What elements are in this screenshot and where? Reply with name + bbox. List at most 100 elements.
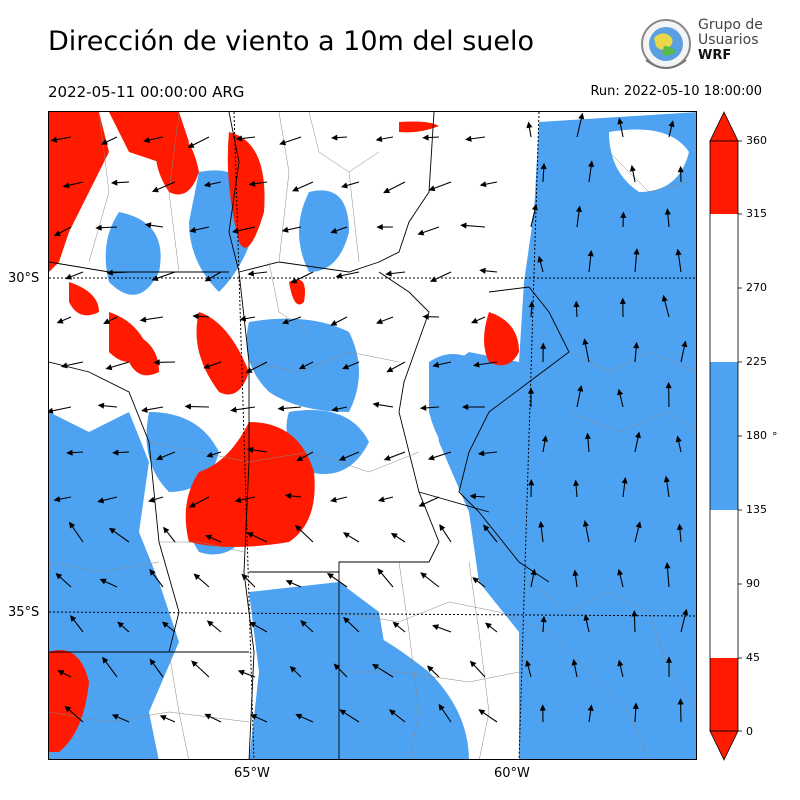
wind-arrow-head bbox=[296, 455, 304, 462]
wind-arrow-head bbox=[438, 703, 445, 711]
wind-arrow-head bbox=[390, 532, 398, 539]
wind-arrow-head bbox=[538, 521, 545, 528]
wind-arrow-head bbox=[342, 532, 350, 539]
wind-arrow-head bbox=[331, 134, 338, 141]
colorbar-bin-225-315 bbox=[710, 214, 738, 362]
wind-arrow-head bbox=[110, 179, 118, 186]
wind-arrow-head bbox=[617, 388, 624, 396]
wind-arrow-head bbox=[231, 227, 239, 234]
wind-arrow-head bbox=[633, 341, 640, 349]
wind-arrow-head bbox=[241, 573, 248, 581]
wind-arrow-head bbox=[388, 709, 396, 716]
wind-arrow-head bbox=[668, 120, 675, 128]
wind-arrow-head bbox=[148, 496, 156, 503]
wind-arrow-head bbox=[326, 572, 334, 580]
wind-arrow-head bbox=[676, 523, 683, 531]
wind-arrow-head bbox=[620, 211, 627, 218]
wind-arrow-head bbox=[537, 255, 544, 263]
colorbar-bin-315-360 bbox=[710, 141, 738, 214]
wind-arrow-head bbox=[470, 317, 478, 324]
wind-arrow-head bbox=[465, 135, 472, 142]
wind-arrow-head bbox=[540, 162, 547, 170]
wind-arrow-head bbox=[112, 449, 119, 456]
wind-arrow-head bbox=[428, 185, 436, 192]
wind-arrow-head bbox=[143, 136, 150, 143]
wind-arrow-head bbox=[528, 478, 535, 486]
wind-arrow-head bbox=[375, 135, 383, 142]
wind-arrow-head bbox=[149, 568, 156, 576]
wind-arrow-head bbox=[677, 165, 684, 173]
wind-arrow-head bbox=[281, 226, 289, 233]
wind-arrow-head bbox=[141, 406, 148, 413]
wind-arrow-head bbox=[675, 435, 682, 443]
lat-label-30s: 30°S bbox=[8, 271, 40, 286]
run-time: Run: 2022-05-10 18:00:00 bbox=[590, 84, 762, 99]
wind-arrow-head bbox=[53, 496, 61, 503]
wind-arrow-head bbox=[249, 621, 257, 628]
wind-arrow-head bbox=[429, 276, 437, 282]
wind-arrow-head bbox=[531, 203, 538, 211]
wind-arrow-head bbox=[635, 431, 641, 439]
wind-arrow-head bbox=[422, 313, 429, 320]
wind-arrow-head bbox=[248, 180, 256, 187]
colorbar-tick-90: 90 bbox=[746, 577, 760, 590]
wind-arrow-head bbox=[472, 577, 480, 584]
wind-arrow-head bbox=[681, 340, 688, 348]
wind-arrow-head bbox=[295, 713, 303, 720]
wind-arrow-head bbox=[617, 659, 624, 667]
wind-arrow-head bbox=[541, 435, 548, 442]
wind-arrow-head bbox=[530, 568, 537, 576]
wind-arrow-head bbox=[460, 222, 467, 229]
wind-arrow-head bbox=[527, 387, 535, 394]
wind-arrow-head bbox=[97, 497, 105, 504]
logo-line-3: WRF bbox=[698, 48, 732, 63]
wind-arrow-head bbox=[539, 704, 546, 711]
wind-arrow-head bbox=[526, 121, 533, 129]
wind-direction-map bbox=[49, 112, 696, 759]
wind-arrow-head bbox=[245, 367, 253, 373]
wind-arrow-head bbox=[386, 366, 394, 373]
wind-arrow-head bbox=[139, 316, 147, 323]
wind-arrow-head bbox=[665, 381, 672, 389]
wind-arrow-head bbox=[206, 451, 214, 458]
wind-arrow-head bbox=[665, 656, 673, 663]
wind-arrow-head bbox=[187, 142, 195, 148]
wind-arrow-head bbox=[575, 205, 583, 213]
wind-arrow-head bbox=[99, 578, 107, 585]
logo: Grupo de Usuarios WRF bbox=[638, 16, 768, 76]
wind-arrow-head bbox=[582, 338, 589, 346]
wind-arrow-head bbox=[578, 112, 585, 120]
wind-arrow-head bbox=[60, 362, 68, 369]
lat-label-35s: 35°S bbox=[8, 605, 40, 620]
wind-arrow-head bbox=[340, 182, 348, 189]
wind-arrow-head bbox=[68, 521, 76, 529]
colorbar-bin-0-45 bbox=[710, 658, 738, 731]
wind-arrow-head bbox=[582, 520, 589, 527]
wind-arrow-head bbox=[300, 620, 307, 627]
wind-arrow-head bbox=[49, 407, 54, 414]
wind-arrow-head bbox=[330, 227, 338, 234]
wind-arrow-head bbox=[479, 267, 486, 274]
wind-arrow-head bbox=[203, 363, 211, 370]
wind-arrow-head bbox=[111, 714, 119, 720]
wind-arrow-head bbox=[419, 404, 427, 411]
wind-arrow-head bbox=[540, 342, 547, 349]
wind-arrow-head bbox=[188, 501, 196, 508]
map-title: Dirección de viento a 10m del suelo bbox=[48, 26, 535, 57]
valid-time: 2022-05-11 00:00:00 ARG bbox=[48, 83, 245, 101]
wind-arrow-head bbox=[484, 622, 492, 629]
wind-arrow-head bbox=[338, 455, 346, 461]
colorbar-bin-135-225 bbox=[710, 362, 738, 510]
wind-arrow-head bbox=[277, 405, 285, 412]
wind-arrow-head bbox=[343, 616, 350, 624]
wind-arrow-head bbox=[189, 227, 197, 233]
wind-arrow-head bbox=[540, 615, 547, 623]
wind-arrow-head bbox=[339, 709, 347, 716]
colorbar-bottom-extension bbox=[709, 730, 739, 761]
wind-arrow-head bbox=[117, 621, 124, 628]
wind-arrow-head bbox=[432, 624, 440, 631]
colorbar-tick-45: 45 bbox=[746, 651, 760, 664]
wind-arrow-head bbox=[629, 164, 636, 172]
logo-line-2: Usuarios bbox=[698, 32, 759, 48]
wind-arrow-head bbox=[617, 568, 624, 576]
